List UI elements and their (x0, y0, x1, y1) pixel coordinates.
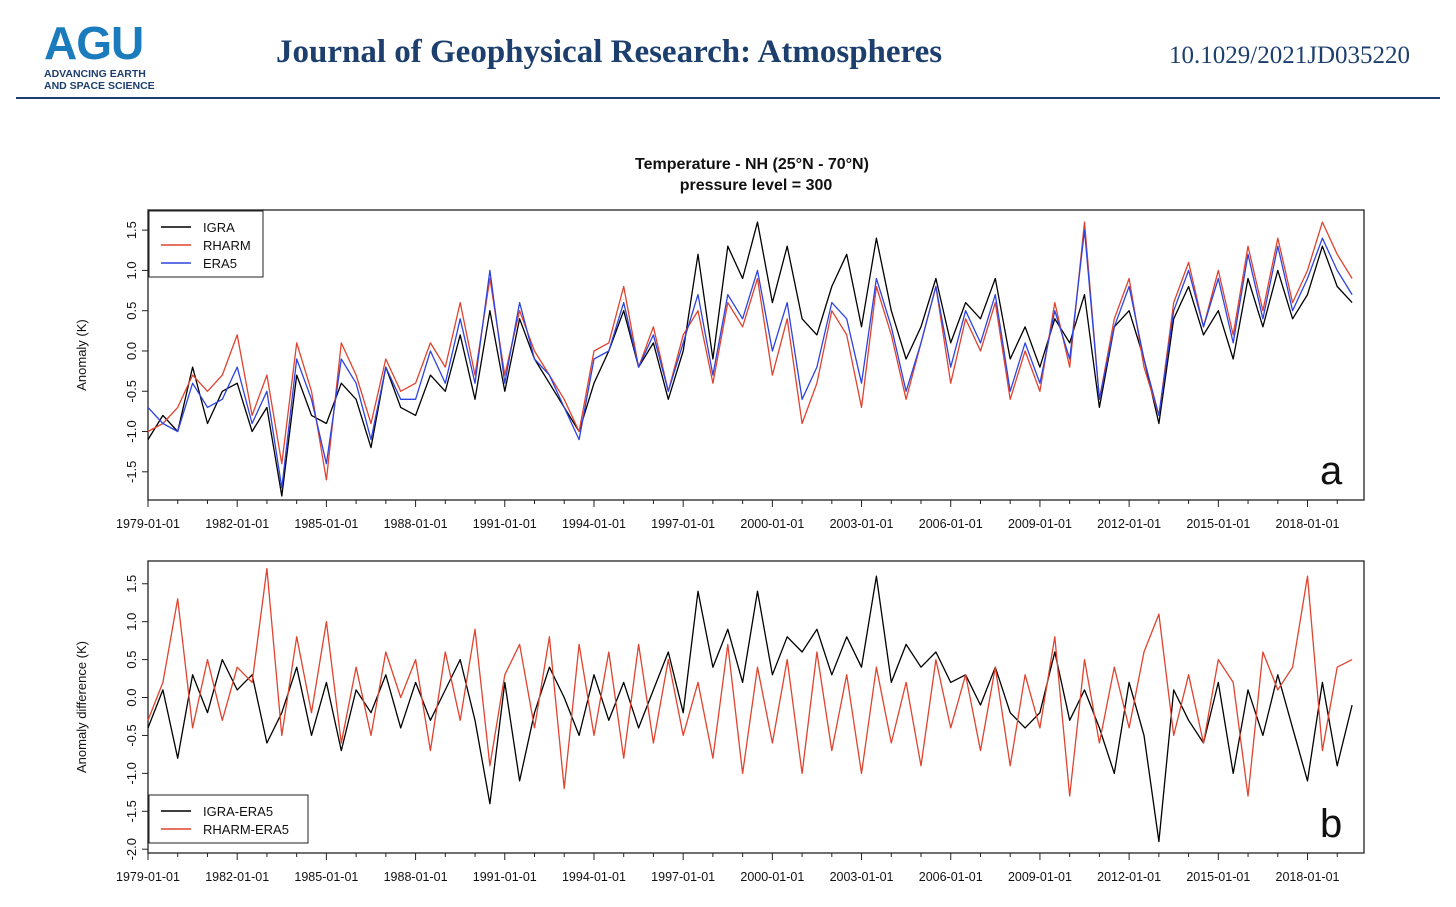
y-tick-label: -0.5 (124, 724, 139, 746)
x-tick-label: 2000-01-01 (740, 517, 804, 531)
x-tick-label: 1997-01-01 (651, 870, 715, 884)
y-tick-label: -1.0 (124, 762, 139, 784)
x-tick-label: 1979-01-01 (116, 517, 180, 531)
series-line-era5 (147, 229, 1353, 489)
journal-header: AGU ADVANCING EARTH AND SPACE SCIENCE Jo… (0, 0, 1456, 100)
y-tick-label: -0.5 (124, 380, 139, 402)
panel-label: a (1320, 449, 1343, 493)
x-tick-label: 2009-01-01 (1008, 870, 1072, 884)
plot-frame (147, 209, 1365, 501)
y-tick-label: -2.0 (124, 838, 139, 860)
x-tick-label: 1979-01-01 (116, 870, 180, 884)
legend-label: RHARM-ERA5 (203, 822, 289, 837)
y-tick-label: 0.5 (124, 651, 139, 669)
panel-label: b (1320, 802, 1342, 846)
logo-mark: AGU (44, 17, 144, 69)
y-tick-label: 0.5 (124, 302, 139, 320)
legend-label: RHARM (203, 238, 251, 253)
legend: IGRA RHARM ERA5 (148, 210, 264, 278)
agu-logo: AGU ADVANCING EARTH AND SPACE SCIENCE (44, 20, 164, 95)
y-tick-label: 1.0 (124, 261, 139, 279)
series-line-rharm-era5 (147, 567, 1353, 797)
figure-title-line2: pressure level = 300 (680, 177, 833, 194)
series-line-igra-era5 (147, 575, 1353, 843)
x-tick-label: 2015-01-01 (1186, 517, 1250, 531)
x-tick-label: 1985-01-01 (294, 870, 358, 884)
journal-title: Journal of Geophysical Research: Atmosph… (276, 34, 943, 70)
x-tick-label: 2012-01-01 (1097, 517, 1161, 531)
y-tick-label: 1.0 (124, 613, 139, 631)
legend-box (148, 210, 264, 278)
plot-frame (147, 560, 1365, 854)
x-tick-label: 1997-01-01 (651, 517, 715, 531)
x-tick-label: 2000-01-01 (740, 870, 804, 884)
x-tick-label: 2006-01-01 (919, 517, 983, 531)
x-tick-label: 2009-01-01 (1008, 517, 1072, 531)
logo-tagline-line1: ADVANCING EARTH (44, 68, 146, 80)
y-axis-label: Anomaly difference (K) (74, 641, 89, 773)
x-tick-label: 1991-01-01 (473, 517, 537, 531)
legend-label: ERA5 (203, 256, 237, 271)
x-tick-label: 1994-01-01 (562, 870, 626, 884)
y-tick-label: 0.0 (124, 688, 139, 706)
legend-label: IGRA-ERA5 (203, 804, 273, 819)
x-tick-label: 1994-01-01 (562, 517, 626, 531)
series-line-rharm (147, 221, 1353, 481)
x-tick-label: 1982-01-01 (205, 870, 269, 884)
logo-tagline: ADVANCING EARTH AND SPACE SCIENCE (44, 68, 155, 92)
x-tick-label: 1988-01-01 (384, 870, 448, 884)
legend-label: IGRA (203, 220, 235, 235)
x-tick-label: 1988-01-01 (384, 517, 448, 531)
y-tick-label: 0.0 (124, 342, 139, 360)
y-tick-label: 1.5 (124, 221, 139, 239)
x-tick-label: 2018-01-01 (1276, 517, 1340, 531)
x-tick-label: 2006-01-01 (919, 870, 983, 884)
x-tick-label: 1991-01-01 (473, 870, 537, 884)
figure-title-line1: Temperature - NH (25°N - 70°N) (635, 156, 869, 173)
y-tick-label: -1.5 (124, 800, 139, 822)
panel-a: -1.5 -1.0 -0.5 0.0 0.5 1.0 1.5 1979-01-01 1982-0… (74, 209, 1365, 531)
x-tick-label: 2012-01-01 (1097, 870, 1161, 884)
header-divider (16, 97, 1440, 99)
x-tick-label: 1985-01-01 (294, 517, 358, 531)
logo-tagline-line2: AND SPACE SCIENCE (44, 80, 155, 92)
x-tick-label: 1982-01-01 (205, 517, 269, 531)
y-tick-label: -1.0 (124, 420, 139, 442)
y-tick-label: 1.5 (124, 575, 139, 593)
doi-link[interactable]: 10.1029/2021JD035220 (1169, 42, 1410, 69)
panel-b: -2.0 -1.5 -1.0 -0.5 0.0 0.5 1.0 1.5 1979-01-01 19… (74, 560, 1365, 884)
x-tick-label: 2003-01-01 (830, 517, 894, 531)
legend-box (148, 794, 309, 844)
x-tick-label: 2003-01-01 (830, 870, 894, 884)
legend: IGRA-ERA5 RHARM-ERA5 (148, 794, 309, 844)
x-tick-label: 2018-01-01 (1276, 870, 1340, 884)
y-axis-label: Anomaly (K) (74, 319, 89, 391)
y-tick-label: -1.5 (124, 461, 139, 483)
x-tick-label: 2015-01-01 (1186, 870, 1250, 884)
